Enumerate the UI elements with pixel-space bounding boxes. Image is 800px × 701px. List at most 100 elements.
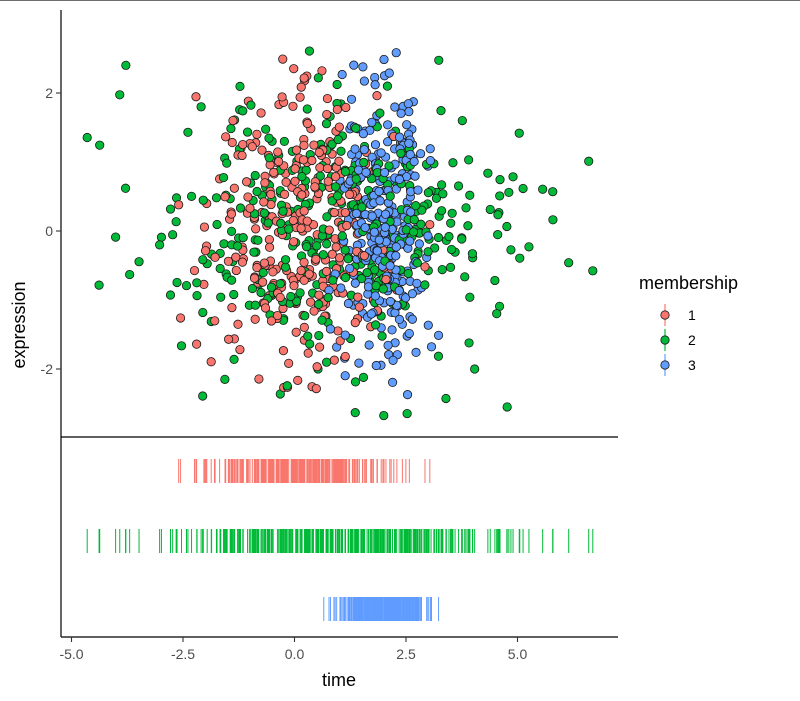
scatter-point-1 <box>381 274 391 285</box>
scatter-point-1 <box>425 219 435 230</box>
scatter-point-1 <box>299 140 309 150</box>
scatter-point-1 <box>200 246 211 256</box>
scatter-point-2 <box>300 311 310 321</box>
scatter-point-2 <box>253 235 263 245</box>
scatter-point-2 <box>382 81 393 91</box>
scatter-point-3 <box>363 282 374 292</box>
scatter-point-1 <box>266 189 276 199</box>
rug-marks-layer <box>86 459 594 621</box>
scatter-point-2 <box>351 174 361 184</box>
scatter-point-2 <box>485 204 495 215</box>
scatter-point-2 <box>183 127 193 137</box>
scatter-point-3 <box>425 144 435 154</box>
scatter-point-2 <box>276 218 286 228</box>
scatter-point-1 <box>258 277 268 287</box>
scatter-point-3 <box>415 149 426 159</box>
scatter-point-2 <box>465 292 475 302</box>
scatter-point-1 <box>251 224 261 234</box>
scatter-point-2 <box>457 116 467 126</box>
scatter-point-3 <box>390 102 400 112</box>
scatter-point-1 <box>231 252 241 262</box>
scatter-point-2 <box>219 239 229 249</box>
scatter-point-2 <box>155 240 165 250</box>
scatter-point-2 <box>506 245 516 255</box>
scatter-point-1 <box>264 242 275 252</box>
y-tick-label: -2 <box>41 361 54 377</box>
scatter-point-3 <box>394 174 405 185</box>
scatter-point-1 <box>334 156 344 166</box>
scatter-point-1 <box>293 375 303 385</box>
scatter-point-2 <box>181 280 192 291</box>
scatter-point-2 <box>431 193 442 203</box>
scatter-point-1 <box>315 342 325 352</box>
scatter-point-2 <box>321 119 332 129</box>
scatter-point-3 <box>423 320 433 330</box>
scatter-point-3 <box>369 227 379 237</box>
scatter-point-2 <box>359 157 369 167</box>
scatter-point-2 <box>198 195 208 205</box>
scatter-point-1 <box>237 257 248 267</box>
scatter-point-2 <box>548 187 558 197</box>
scatter-point-2 <box>441 393 451 404</box>
scatter-point-2 <box>453 181 464 191</box>
scatter-point-2 <box>377 331 387 341</box>
scatter-point-3 <box>426 342 437 352</box>
scatter-point-2 <box>229 354 239 364</box>
scatter-point-3 <box>383 120 393 130</box>
scatter-point-1 <box>327 249 337 259</box>
scatter-point-2 <box>94 280 104 290</box>
scatter-point-1 <box>299 257 309 267</box>
scatter-point-2 <box>470 364 480 374</box>
scatter-point-1 <box>329 355 339 365</box>
x-tick-label: 2.5 <box>396 646 416 662</box>
scatter-point-2 <box>416 219 426 229</box>
scatter-point-1 <box>233 319 243 329</box>
scatter-point-2 <box>340 167 351 177</box>
scatter-point-2 <box>350 408 360 418</box>
scatter-point-2 <box>314 330 324 341</box>
scatter-point-1 <box>227 137 237 148</box>
scatter-point-2 <box>284 224 294 234</box>
scatter-point-3 <box>340 330 350 340</box>
scatter-point-2 <box>332 191 343 201</box>
scatter-point-2 <box>304 46 315 56</box>
scatter-point-2 <box>343 254 353 264</box>
scatter-point-1 <box>303 348 313 358</box>
scatter-point-1 <box>299 322 309 332</box>
scatter-point-1 <box>342 220 352 231</box>
scatter-point-2 <box>437 180 447 190</box>
scatter-point-1 <box>290 164 300 174</box>
scatter-point-1 <box>323 176 333 186</box>
scatter-point-1 <box>174 200 184 210</box>
scatter-point-1 <box>309 140 319 150</box>
scatter-point-1 <box>252 129 262 139</box>
scatter-point-1 <box>309 306 319 316</box>
scatter-point-3 <box>374 186 384 196</box>
scatter-point-1 <box>259 197 269 207</box>
scatter-point-2 <box>220 374 230 384</box>
scatter-point-3 <box>384 68 394 78</box>
scatter-point-1 <box>191 92 201 102</box>
scatter-point-2 <box>198 307 208 318</box>
scatter-point-1 <box>289 237 299 247</box>
legend-key-point-2 <box>660 335 670 345</box>
scatter-point-2 <box>249 247 259 257</box>
scatter-point-3 <box>349 60 359 70</box>
scatter-point-2 <box>82 132 92 143</box>
legend-key-point-3 <box>660 360 670 370</box>
scatter-point-3 <box>404 328 414 339</box>
scatter-point-2 <box>227 275 237 285</box>
scatter-point-3 <box>359 76 369 86</box>
scatter-point-2 <box>198 391 208 401</box>
scatter-point-2 <box>321 357 332 367</box>
scatter-point-1 <box>341 102 351 113</box>
scatter-point-1 <box>272 310 283 321</box>
scatter-point-2 <box>303 331 313 341</box>
scatter-point-1 <box>278 346 289 356</box>
scatter-point-2 <box>318 250 328 260</box>
scatter-point-2 <box>379 410 389 421</box>
scatter-point-3 <box>336 283 346 293</box>
scatter-point-3 <box>385 261 395 271</box>
scatter-point-2 <box>313 73 323 83</box>
legend: membership 1 2 3 <box>639 273 738 376</box>
